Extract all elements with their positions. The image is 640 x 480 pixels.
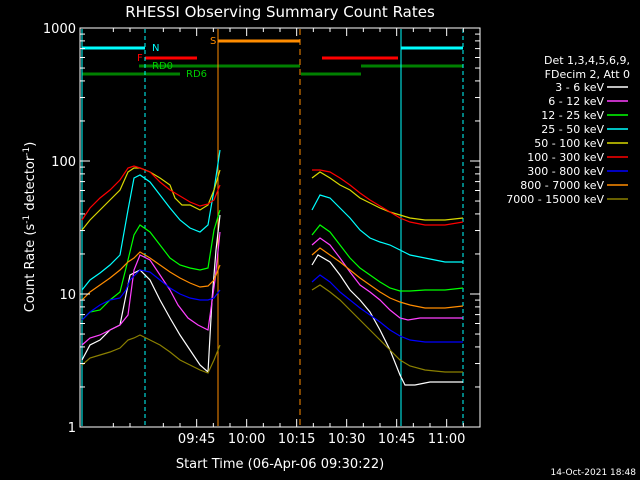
y-axis-label-sup2: -1: [22, 147, 32, 156]
x-tick-label: 10:30: [328, 432, 365, 447]
series-line: [81, 149, 463, 291]
flag-label: N: [152, 43, 159, 54]
y-tick-label: 10: [59, 288, 76, 303]
x-axis-label: Start Time (06-Apr-06 09:30:22): [176, 457, 384, 472]
series-line: [81, 231, 463, 346]
legend-entry-label: 3 - 6 keV: [555, 81, 604, 94]
x-tick-label: 09:45: [178, 432, 215, 447]
flag-label: F: [137, 53, 143, 64]
series-line: [81, 165, 464, 226]
y-axis-label-tail: detector: [23, 155, 38, 215]
legend: Det 1,3,4,5,6,9,FDecim 2, Att 03 - 6 keV…: [506, 54, 630, 206]
legend-entry-label: 25 - 50 keV: [541, 123, 604, 136]
series-line: [81, 214, 463, 386]
legend-header-line: FDecim 2, Att 0: [545, 68, 630, 81]
y-axis-label-sup: -1: [22, 215, 32, 224]
x-tick-label: 11:00: [428, 432, 465, 447]
y-tick-label: 1000: [43, 22, 76, 37]
flag-label: S: [210, 36, 216, 47]
legend-header-line: Det 1,3,4,5,6,9,: [544, 54, 630, 67]
series-curves: [81, 149, 464, 386]
flag-labels: N S F RD0 RD6: [137, 36, 216, 80]
series-line: [81, 167, 464, 231]
axes: 09:45 10:00 10:15 10:30 10:45 11:00 1 10 100 1000: [43, 22, 481, 447]
y-axis-label-close: ): [23, 142, 38, 147]
legend-entry-label: 800 - 7000 keV: [520, 179, 604, 192]
footer-date: 14-Oct-2021 18:48: [551, 468, 637, 478]
series-line: [81, 209, 464, 321]
y-tick-label: 100: [51, 155, 76, 170]
legend-entry-label: 12 - 25 keV: [541, 109, 604, 122]
legend-entry-label: 7000 - 15000 keV: [506, 193, 604, 206]
series-line: [81, 269, 463, 343]
flag-label: RD0: [152, 61, 173, 72]
flag-bars: [82, 39, 463, 76]
series-line: [81, 284, 463, 374]
plot-frame: [79, 27, 481, 428]
y-tick-label: 1: [68, 421, 76, 436]
legend-entry-label: 300 - 800 keV: [527, 165, 604, 178]
legend-entry-label: 50 - 100 keV: [534, 137, 604, 150]
x-tick-label: 10:15: [278, 432, 315, 447]
chart-title: RHESSI Observing Summary Count Rates: [125, 3, 435, 21]
series-line: [81, 247, 464, 309]
y-axis-label: Count Rate (s-1 detector-1): [22, 142, 38, 313]
x-tick-label: 10:00: [228, 432, 265, 447]
x-tick-label: 10:45: [378, 432, 415, 447]
y-axis-label-main: Count Rate (s: [23, 224, 38, 313]
legend-entry-label: 6 - 12 keV: [548, 95, 604, 108]
legend-entry-label: 100 - 300 keV: [527, 151, 604, 164]
flag-label: RD6: [186, 69, 207, 80]
